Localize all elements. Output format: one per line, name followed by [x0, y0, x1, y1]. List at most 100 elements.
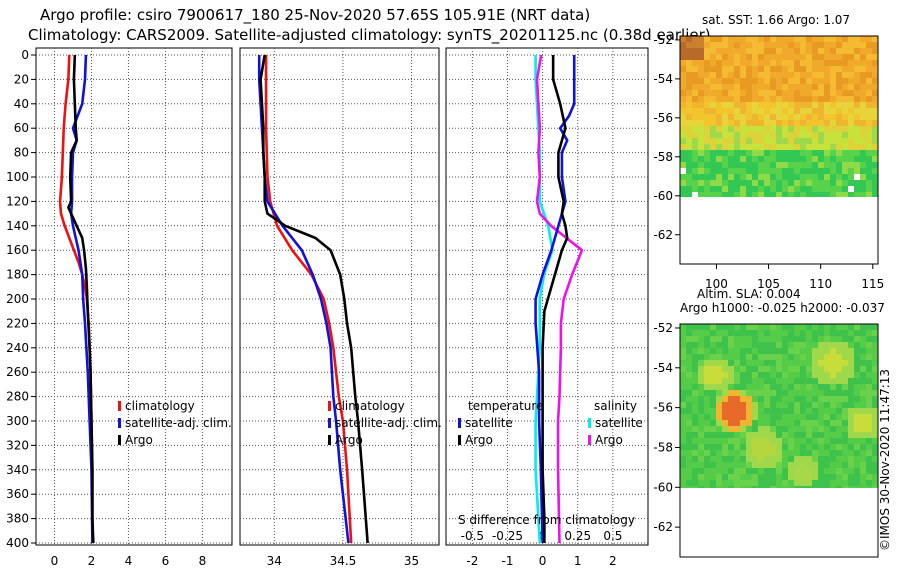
sst-cell: [818, 168, 825, 175]
sla-cell: [860, 426, 867, 433]
sla-cell: [758, 462, 765, 469]
sla-cell: [758, 468, 765, 475]
sst-cell: [722, 144, 729, 151]
sst-cell: [776, 180, 783, 187]
sst-cell: [872, 60, 878, 67]
sst-cell: [830, 132, 837, 139]
sst-cell: [854, 192, 861, 197]
sst-cell: [788, 132, 795, 139]
sst-cell: [860, 48, 867, 55]
sst-cell: [764, 96, 771, 103]
sla-cell: [680, 384, 687, 391]
sla-cell: [746, 438, 753, 445]
sla-cell: [842, 450, 849, 457]
sla-cell: [704, 462, 711, 469]
sla-cell: [686, 432, 693, 439]
sst-cell: [848, 36, 855, 43]
sla-cell: [776, 342, 783, 349]
sst-cell: [686, 48, 693, 55]
sst-cell: [800, 186, 807, 193]
sst-cell: [710, 108, 717, 115]
sla-cell: [710, 354, 717, 361]
sst-cell: [830, 66, 837, 73]
sla-cell: [722, 432, 729, 439]
sst-cell: [866, 90, 873, 97]
sst-cell: [848, 72, 855, 79]
sst-cell: [830, 168, 837, 175]
sla-cell: [770, 444, 777, 451]
sla-cell: [788, 360, 795, 367]
sla-cell: [830, 450, 837, 457]
sla-cell: [716, 366, 723, 373]
sla-cell: [710, 432, 717, 439]
sst-cell: [824, 72, 831, 79]
sst-cell: [740, 132, 747, 139]
sst-cell: [746, 192, 753, 197]
sst-cell: [764, 66, 771, 73]
sst-cell: [782, 180, 789, 187]
sla-cell: [740, 468, 747, 475]
sst-cell: [746, 102, 753, 109]
sst-cell: [818, 144, 825, 151]
sla-cell: [830, 390, 837, 397]
sla-cell: [860, 438, 867, 445]
sla-cell: [872, 408, 878, 415]
sla-cell: [830, 348, 837, 355]
difference-legend: temperature satellite Argo salinity sate…: [458, 399, 643, 527]
sst-cell: [746, 108, 753, 115]
sst-cell: [872, 114, 878, 121]
sla-cell: [722, 384, 729, 391]
sla-cell: [710, 486, 717, 488]
sla-cell: [872, 438, 878, 445]
sla-cell: [746, 468, 753, 475]
sst-cell: [854, 174, 861, 181]
sst-cell: [806, 54, 813, 61]
sla-cell: [752, 402, 759, 409]
sla-cell: [698, 414, 705, 421]
sla-cell: [812, 432, 819, 439]
sla-cell: [692, 396, 699, 403]
sst-cell: [860, 114, 867, 121]
sst-cell: [866, 162, 873, 169]
sst-cell: [800, 60, 807, 67]
sla-cell: [794, 366, 801, 373]
sla-cell: [848, 468, 855, 475]
sst-cell: [704, 84, 711, 91]
sla-cell: [842, 438, 849, 445]
sst-cell: [860, 168, 867, 175]
sla-cell: [806, 384, 813, 391]
sst-cell: [782, 174, 789, 181]
sst-cell: [686, 156, 693, 163]
sla-cell: [716, 396, 723, 403]
sst-cell: [710, 36, 717, 43]
sst-cell: [752, 162, 759, 169]
sst-cell: [848, 114, 855, 121]
sla-cell: [692, 384, 699, 391]
sla-cell: [830, 342, 837, 349]
sst-cell: [860, 78, 867, 85]
sst-cell: [776, 150, 783, 157]
sla-cell: [704, 438, 711, 445]
sst-cell: [698, 78, 705, 85]
sla-cell: [824, 360, 831, 367]
sst-cell: [842, 144, 849, 151]
sst-cell: [842, 156, 849, 163]
sst-cell: [746, 168, 753, 175]
sla-cell: [860, 366, 867, 373]
sla-cell: [800, 336, 807, 343]
sla-cell: [794, 330, 801, 337]
sla-cell: [782, 414, 789, 421]
sst-cell: [794, 168, 801, 175]
sla-cell: [860, 402, 867, 409]
sla-cell: [686, 420, 693, 427]
sst-cell: [704, 66, 711, 73]
sst-cell: [740, 48, 747, 55]
depth-tick-label: 60: [14, 121, 29, 135]
sla-cell: [788, 408, 795, 415]
sla-cell: [806, 456, 813, 463]
sla-cell: [728, 480, 735, 487]
sst-cell: [812, 174, 819, 181]
sst-cell: [680, 144, 687, 151]
sst-cell: [680, 84, 687, 91]
sla-cell: [872, 426, 878, 433]
